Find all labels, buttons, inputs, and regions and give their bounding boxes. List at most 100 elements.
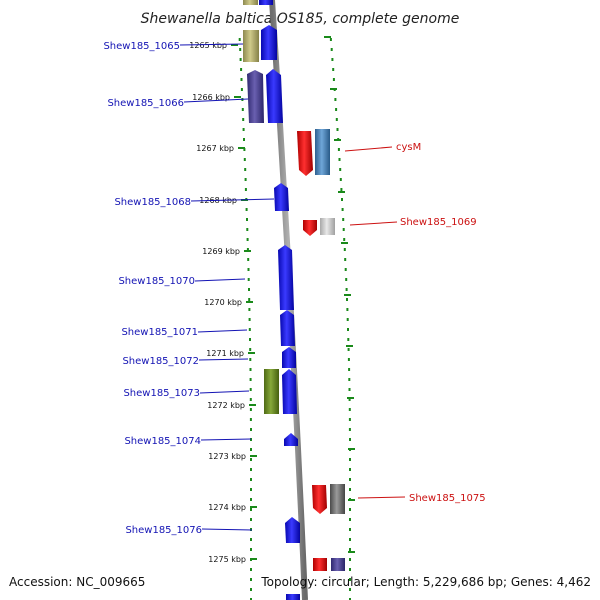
boundary-dot: [246, 248, 249, 251]
boundary-dot: [249, 408, 252, 411]
gene-light-gray[interactable]: [320, 218, 335, 235]
gene-label[interactable]: Shew185_1071: [121, 327, 198, 338]
kbp-tick-label: 1274 kbp: [208, 503, 246, 512]
gene-label[interactable]: Shew185_1072: [122, 356, 199, 367]
gene-forward-arrow[interactable]: [261, 25, 277, 60]
boundary-dot: [349, 528, 351, 531]
boundary-dot: [249, 378, 252, 381]
gene-forward-arrow[interactable]: [284, 433, 298, 446]
gene-features: [243, 0, 345, 600]
boundary-dot: [247, 278, 250, 281]
boundary-dot: [244, 188, 247, 191]
gene-reverse-arrow[interactable]: [303, 220, 317, 236]
gene-label[interactable]: Shew185_1073: [123, 388, 200, 399]
gene-khaki[interactable]: [243, 0, 258, 5]
gene-label[interactable]: Shew185_1070: [118, 276, 195, 287]
accession-text: Accession: NC_009665: [9, 575, 145, 589]
gene-reverse-arrow[interactable]: [297, 131, 313, 176]
boundary-dot: [247, 268, 250, 271]
boundary-dot: [342, 218, 345, 221]
gene-label[interactable]: Shew185_1075: [409, 493, 486, 504]
gene-label[interactable]: Shew185_1065: [103, 41, 180, 52]
gene-gray[interactable]: [330, 484, 345, 514]
boundary-dot: [330, 48, 333, 51]
gene-reverse-arrow[interactable]: [312, 485, 327, 514]
boundary-dot: [244, 168, 247, 171]
boundary-dot: [250, 498, 252, 501]
gene-slate[interactable]: [331, 558, 345, 571]
boundary-dot: [349, 468, 351, 471]
kbp-tick-label: 1273 kbp: [208, 452, 246, 461]
boundary-dot: [339, 178, 342, 181]
boundary-dot: [331, 58, 334, 61]
boundary-dot: [349, 598, 351, 600]
boundary-dot: [332, 78, 335, 81]
boundary-dot: [248, 298, 251, 301]
boundary-dot: [249, 398, 252, 401]
gene-forward-arrow[interactable]: [282, 347, 296, 368]
boundary-dot: [250, 448, 252, 451]
boundary-dot: [239, 48, 242, 51]
boundary-dot: [249, 368, 252, 371]
boundary-dot: [349, 478, 351, 481]
boundary-dot: [347, 358, 350, 361]
gene-forward-arrow[interactable]: [266, 69, 283, 123]
boundary-dot: [250, 548, 252, 551]
gene-olive[interactable]: [264, 369, 279, 414]
gene-forward-arrow[interactable]: [282, 369, 297, 414]
boundary-dot: [239, 58, 242, 61]
boundary-dot: [243, 158, 246, 161]
boundary-dot: [349, 438, 351, 441]
boundary-dot: [335, 108, 338, 111]
boundary-dot: [347, 328, 349, 331]
boundary-dot: [346, 318, 349, 321]
gene-forward-arrow[interactable]: [280, 310, 295, 346]
gene-forward-arrow[interactable]: [285, 517, 300, 543]
boundary-dot: [341, 198, 343, 201]
boundary-dot: [246, 228, 249, 231]
kbp-tick-label: 1265 kbp: [189, 41, 227, 50]
gene-label[interactable]: Shew185_1069: [400, 217, 477, 228]
gene-label[interactable]: Shew185_1074: [124, 436, 201, 447]
gene-label[interactable]: cysM: [396, 142, 421, 153]
gene-forward[interactable]: [259, 0, 273, 5]
boundary-dot: [343, 238, 346, 241]
boundary-dot: [348, 428, 351, 431]
gene-label[interactable]: Shew185_1068: [114, 197, 191, 208]
boundary-dot: [244, 178, 247, 181]
gene-reverse[interactable]: [313, 558, 327, 571]
gene-forward-arrow[interactable]: [274, 183, 289, 211]
topology-text: Topology: circular; Length: 5,229,686 bp…: [260, 575, 591, 589]
gene-khaki[interactable]: [243, 30, 259, 62]
boundary-dot: [250, 538, 252, 541]
boundary-dot: [349, 578, 351, 581]
gene-slate-arrow[interactable]: [247, 70, 264, 123]
left-gene-labels: Shew185_1065 Shew185_1066 Shew185_1068 S…: [103, 41, 275, 536]
gene-steel[interactable]: [315, 129, 330, 175]
boundary-dot: [343, 248, 346, 251]
boundary-dot: [345, 288, 348, 291]
kbp-tick-label: 1272 kbp: [207, 401, 245, 410]
boundary-dot: [238, 38, 241, 41]
gene-label[interactable]: Shew185_1076: [125, 525, 202, 536]
boundary-dot: [329, 38, 332, 41]
kbp-tick-label: 1267 kbp: [196, 144, 234, 153]
boundary-dot: [248, 288, 250, 291]
boundary-dot: [348, 418, 351, 421]
boundary-dot: [344, 268, 347, 271]
gene-forward[interactable]: [286, 594, 300, 600]
boundary-dot: [249, 348, 252, 351]
gene-forward-arrow[interactable]: [278, 245, 294, 310]
boundary-dot: [349, 508, 351, 511]
boundary-dot: [349, 568, 351, 571]
boundary-dot: [240, 88, 243, 91]
gene-label[interactable]: Shew185_1066: [107, 98, 184, 109]
boundary-dot: [248, 318, 251, 321]
boundary-dot: [248, 308, 251, 311]
boundary-dot: [332, 68, 335, 71]
boundary-dot: [348, 368, 351, 371]
genome-title: Shewanella baltica OS185, complete genom…: [141, 11, 460, 27]
boundary-dot: [348, 378, 351, 381]
boundary-dot: [340, 188, 343, 191]
